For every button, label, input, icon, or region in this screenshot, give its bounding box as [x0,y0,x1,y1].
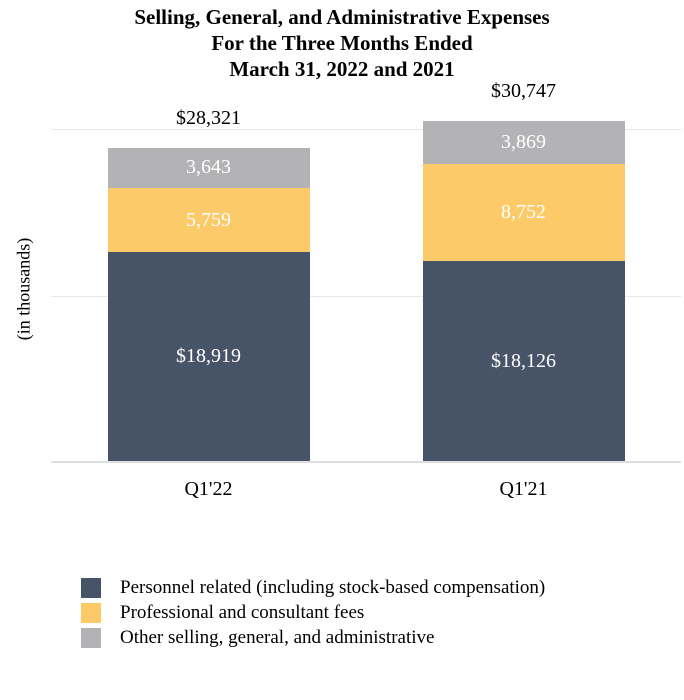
bar-segment-label: $18,919 [176,345,241,368]
legend-swatch [81,627,101,648]
legend-item: Professional and consultant fees [81,600,545,625]
chart-title-line-1: Selling, General, and Administrative Exp… [134,5,550,29]
bar-segment-label: $18,126 [491,349,556,372]
x-axis-label: Q1'22 [184,478,233,500]
legend-label: Professional and consultant fees [120,601,365,623]
bar-segment-label: 3,643 [186,156,231,179]
bar-total-label: $30,747 [491,79,556,102]
legend-swatch [81,602,101,623]
bar-segment: $18,126 [422,260,625,462]
gridline [51,295,681,297]
bar-segment-label: 5,759 [186,208,231,231]
bar-segment: $18,919 [107,251,310,462]
chart-title-line-3: March 31, 2022 and 2021 [229,57,455,81]
legend-swatch [81,577,101,598]
gridline [51,129,681,130]
x-axis-line [51,461,681,463]
chart-title: Selling, General, and Administrative Exp… [0,4,684,82]
legend-item: Other selling, general, and administrati… [81,625,545,650]
bar-segment: 8,752 [422,163,625,261]
bar-segment-label: 3,869 [501,130,546,153]
bar-segment-label: 8,752 [501,200,546,223]
legend-label: Personnel related (including stock-based… [120,576,546,598]
chart-title-line-2: For the Three Months Ended [211,31,473,55]
legend-item: Personnel related (including stock-based… [81,575,545,600]
bar-segment: 3,643 [107,147,310,189]
legend-label: Other selling, general, and administrati… [120,626,435,648]
legend: Personnel related (including stock-based… [81,575,545,650]
bar-segment: 5,759 [107,188,310,252]
bar-total-label: $28,321 [176,106,241,129]
x-axis-label: Q1'21 [499,478,548,500]
bar-segment: 3,869 [422,120,625,164]
